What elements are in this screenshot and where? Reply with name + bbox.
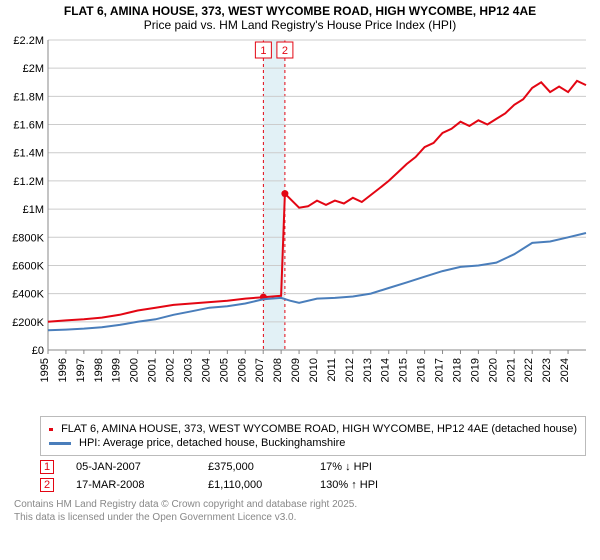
svg-text:1: 1	[260, 45, 266, 57]
svg-text:2022: 2022	[523, 358, 535, 382]
svg-text:£2M: £2M	[23, 63, 44, 75]
svg-text:£1M: £1M	[23, 204, 44, 216]
svg-text:£200K: £200K	[12, 317, 44, 329]
svg-text:1995: 1995	[39, 358, 51, 382]
svg-text:2000: 2000	[129, 358, 141, 382]
svg-text:1997: 1997	[75, 358, 87, 382]
legend: FLAT 6, AMINA HOUSE, 373, WEST WYCOMBE R…	[40, 416, 586, 456]
legend-swatch-price	[49, 428, 53, 431]
svg-text:2011: 2011	[326, 358, 338, 382]
svg-text:2015: 2015	[398, 358, 410, 382]
svg-text:2008: 2008	[272, 358, 284, 382]
svg-text:2005: 2005	[218, 358, 230, 382]
title-line-2: Price paid vs. HM Land Registry's House …	[10, 18, 590, 32]
svg-text:2021: 2021	[505, 358, 517, 382]
footer-line-1: Contains HM Land Registry data © Crown c…	[14, 498, 586, 511]
svg-text:2020: 2020	[487, 358, 499, 382]
svg-text:2014: 2014	[380, 358, 392, 382]
svg-text:2009: 2009	[290, 358, 302, 382]
svg-text:2023: 2023	[541, 358, 553, 382]
svg-text:£0: £0	[32, 345, 44, 357]
legend-item-hpi: HPI: Average price, detached house, Buck…	[49, 437, 577, 449]
svg-text:£1.6M: £1.6M	[13, 120, 44, 132]
chart-container: FLAT 6, AMINA HOUSE, 373, WEST WYCOMBE R…	[0, 0, 600, 560]
svg-text:2006: 2006	[236, 358, 248, 382]
event-row-2: 2 17-MAR-2008 £1,110,000 130% ↑ HPI	[40, 478, 586, 492]
chart-svg: £0 £200K £400K £600K £800K £1M £1.2M £1.4M £1.6M…	[0, 34, 600, 414]
svg-text:2001: 2001	[147, 358, 159, 382]
legend-item-price: FLAT 6, AMINA HOUSE, 373, WEST WYCOMBE R…	[49, 423, 577, 435]
chart-area: £0 £200K £400K £600K £800K £1M £1.2M £1.4M £1.6M…	[0, 34, 600, 414]
legend-label-hpi: HPI: Average price, detached house, Buck…	[79, 437, 345, 449]
title-line-1: FLAT 6, AMINA HOUSE, 373, WEST WYCOMBE R…	[10, 4, 590, 18]
title-block: FLAT 6, AMINA HOUSE, 373, WEST WYCOMBE R…	[0, 0, 600, 34]
svg-text:2004: 2004	[200, 358, 212, 382]
legend-label-price: FLAT 6, AMINA HOUSE, 373, WEST WYCOMBE R…	[61, 423, 577, 435]
svg-text:2007: 2007	[254, 358, 266, 382]
svg-text:1996: 1996	[57, 358, 69, 382]
svg-text:2013: 2013	[362, 358, 374, 382]
svg-text:£400K: £400K	[12, 289, 44, 301]
svg-text:£600K: £600K	[12, 260, 44, 272]
footer-line-2: This data is licensed under the Open Gov…	[14, 511, 586, 524]
legend-swatch-hpi	[49, 442, 71, 445]
svg-text:2024: 2024	[559, 358, 571, 382]
svg-text:1998: 1998	[93, 358, 105, 382]
svg-text:2012: 2012	[344, 358, 356, 382]
svg-text:2002: 2002	[165, 358, 177, 382]
svg-text:2010: 2010	[308, 358, 320, 382]
svg-text:2019: 2019	[469, 358, 481, 382]
event-price-1: £375,000	[208, 461, 298, 473]
svg-text:£1.2M: £1.2M	[13, 176, 44, 188]
event-row-1: 1 05-JAN-2007 £375,000 17% ↓ HPI	[40, 460, 586, 474]
footer: Contains HM Land Registry data © Crown c…	[14, 498, 586, 524]
svg-text:2003: 2003	[182, 358, 194, 382]
event-marker-1: 1	[40, 460, 54, 474]
svg-text:2018: 2018	[451, 358, 463, 382]
event-pct-2: 130% ↑ HPI	[320, 479, 586, 491]
svg-text:1999: 1999	[111, 358, 123, 382]
event-date-1: 05-JAN-2007	[76, 461, 186, 473]
svg-text:2: 2	[282, 45, 288, 57]
events-block: 1 05-JAN-2007 £375,000 17% ↓ HPI 2 17-MA…	[40, 460, 586, 492]
svg-text:£2.2M: £2.2M	[13, 35, 44, 47]
event-date-2: 17-MAR-2008	[76, 479, 186, 491]
event-price-2: £1,110,000	[208, 479, 298, 491]
svg-text:£1.8M: £1.8M	[13, 91, 44, 103]
event-pct-1: 17% ↓ HPI	[320, 461, 586, 473]
svg-text:£1.4M: £1.4M	[13, 148, 44, 160]
svg-text:2017: 2017	[434, 358, 446, 382]
svg-text:2016: 2016	[416, 358, 428, 382]
event-marker-2: 2	[40, 478, 54, 492]
svg-text:£800K: £800K	[12, 232, 44, 244]
